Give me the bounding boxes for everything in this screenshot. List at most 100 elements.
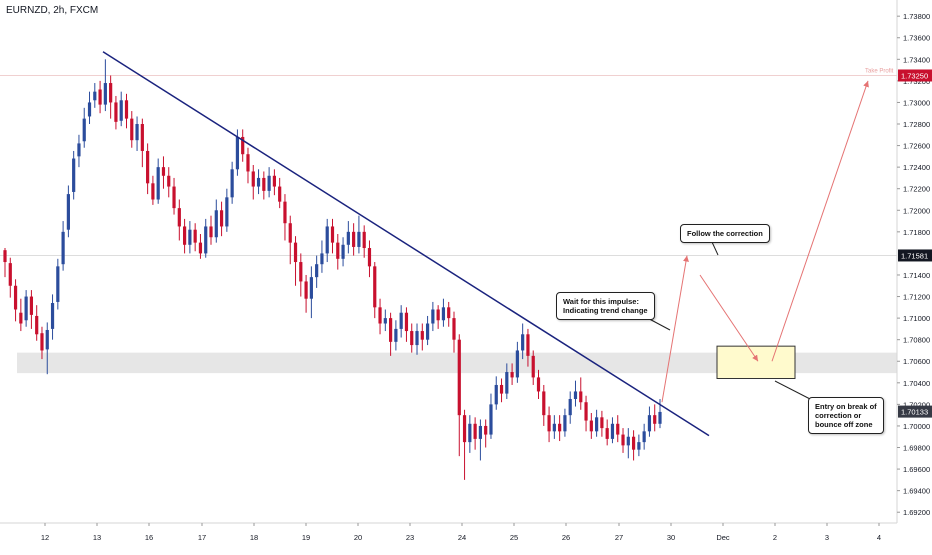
candle-body	[595, 417, 599, 432]
candle-body	[357, 231, 361, 247]
annotation-pointer	[711, 241, 719, 256]
candle-body	[19, 312, 23, 324]
candle-body	[151, 183, 155, 200]
candle-body	[547, 415, 551, 432]
candle-body	[109, 83, 113, 103]
candle-body	[235, 136, 240, 170]
candle-body	[579, 391, 583, 403]
entry-zone-box	[716, 345, 796, 380]
x-tick-label: 17	[198, 533, 206, 542]
candle-body	[489, 404, 493, 435]
y-tick-label: 1.70800	[903, 336, 930, 345]
candle-body	[473, 423, 477, 439]
y-tick-label: 1.72600	[903, 142, 930, 151]
candle-body	[230, 169, 234, 198]
x-tick-label: 30	[667, 533, 675, 542]
candle-body	[658, 411, 662, 424]
candle-body	[283, 201, 287, 224]
candle-body	[66, 194, 70, 230]
annotation-pointer	[774, 380, 813, 401]
annotation-follow-correction: Follow the correction	[680, 224, 770, 243]
candle-body	[431, 309, 435, 324]
candle-body	[457, 339, 461, 416]
candle-body	[526, 334, 530, 356]
x-tick-label: 27	[615, 533, 623, 542]
y-tick-label: 1.73800	[903, 12, 930, 21]
candle-body	[484, 425, 488, 435]
candle-body	[299, 262, 303, 282]
price-label-text: 1.70133	[901, 408, 928, 417]
candle-body	[304, 281, 308, 299]
candle-body	[45, 329, 49, 350]
y-tick-label: 1.72800	[903, 120, 930, 129]
candle-body	[40, 333, 44, 351]
candle-body	[24, 296, 28, 321]
support-zone	[17, 352, 897, 374]
candle-body	[600, 417, 604, 429]
y-tick-label: 1.73600	[903, 34, 930, 43]
candle-body	[584, 402, 588, 421]
candle-body	[293, 242, 298, 263]
candle-body	[336, 242, 340, 259]
candle-body	[420, 331, 424, 340]
candle-body	[494, 384, 498, 405]
candle-body	[98, 89, 102, 105]
y-tick-label: 1.72000	[903, 206, 930, 215]
candle-body	[188, 229, 192, 245]
candle-body	[13, 285, 18, 310]
x-tick-label: 25	[510, 533, 518, 542]
x-tick-label: 20	[354, 533, 362, 542]
price-label-box	[898, 249, 932, 262]
candle-body	[61, 231, 65, 265]
x-tick-label: Dec	[716, 533, 730, 542]
candle-body	[647, 415, 652, 432]
candle-body	[415, 331, 419, 346]
candle-body	[272, 175, 276, 187]
candle-body	[146, 150, 150, 184]
candle-body	[309, 277, 313, 299]
candle-body	[288, 223, 292, 243]
candle-body	[462, 415, 467, 443]
y-tick-label: 1.69800	[903, 444, 930, 453]
candle-body	[610, 423, 615, 439]
candle-body	[505, 372, 509, 394]
candle-body	[399, 312, 403, 329]
candle-body	[568, 398, 572, 416]
chart-title: EURNZD, 2h, FXCM	[6, 5, 99, 16]
candle-body	[72, 158, 76, 192]
candle-body	[219, 210, 224, 227]
candle-body	[124, 100, 129, 119]
x-tick-label: 4	[877, 533, 881, 542]
candle-body	[389, 318, 393, 342]
y-tick-label: 1.71800	[903, 228, 930, 237]
candle-body	[394, 328, 398, 342]
y-tick-label: 1.70200	[903, 400, 930, 409]
candle-body	[241, 136, 245, 155]
candle-body	[119, 100, 123, 121]
x-tick-label: 24	[458, 533, 466, 542]
candle-body	[56, 266, 60, 302]
candle-body	[267, 175, 271, 191]
y-tick-label: 1.70000	[903, 422, 930, 431]
y-tick-label: 1.73000	[903, 98, 930, 107]
candle-body	[8, 263, 12, 286]
annotation-line: Entry on break of	[815, 402, 877, 411]
candle-body	[499, 384, 504, 394]
candle-body	[182, 226, 187, 245]
x-tick-label: 2	[773, 533, 777, 542]
y-tick-label: 1.72200	[903, 185, 930, 194]
y-tick-label: 1.70400	[903, 379, 930, 388]
candle-body	[172, 186, 176, 209]
y-tick-label: 1.69600	[903, 465, 930, 474]
candle-body	[515, 350, 519, 378]
candle-body	[441, 307, 446, 321]
candle-body	[626, 436, 630, 446]
projection-arrow-target	[771, 80, 869, 362]
candle-body	[204, 226, 208, 254]
candle-body	[262, 177, 266, 191]
candle-body	[589, 420, 593, 432]
candle-body	[315, 264, 319, 278]
price-label-box	[898, 405, 932, 418]
